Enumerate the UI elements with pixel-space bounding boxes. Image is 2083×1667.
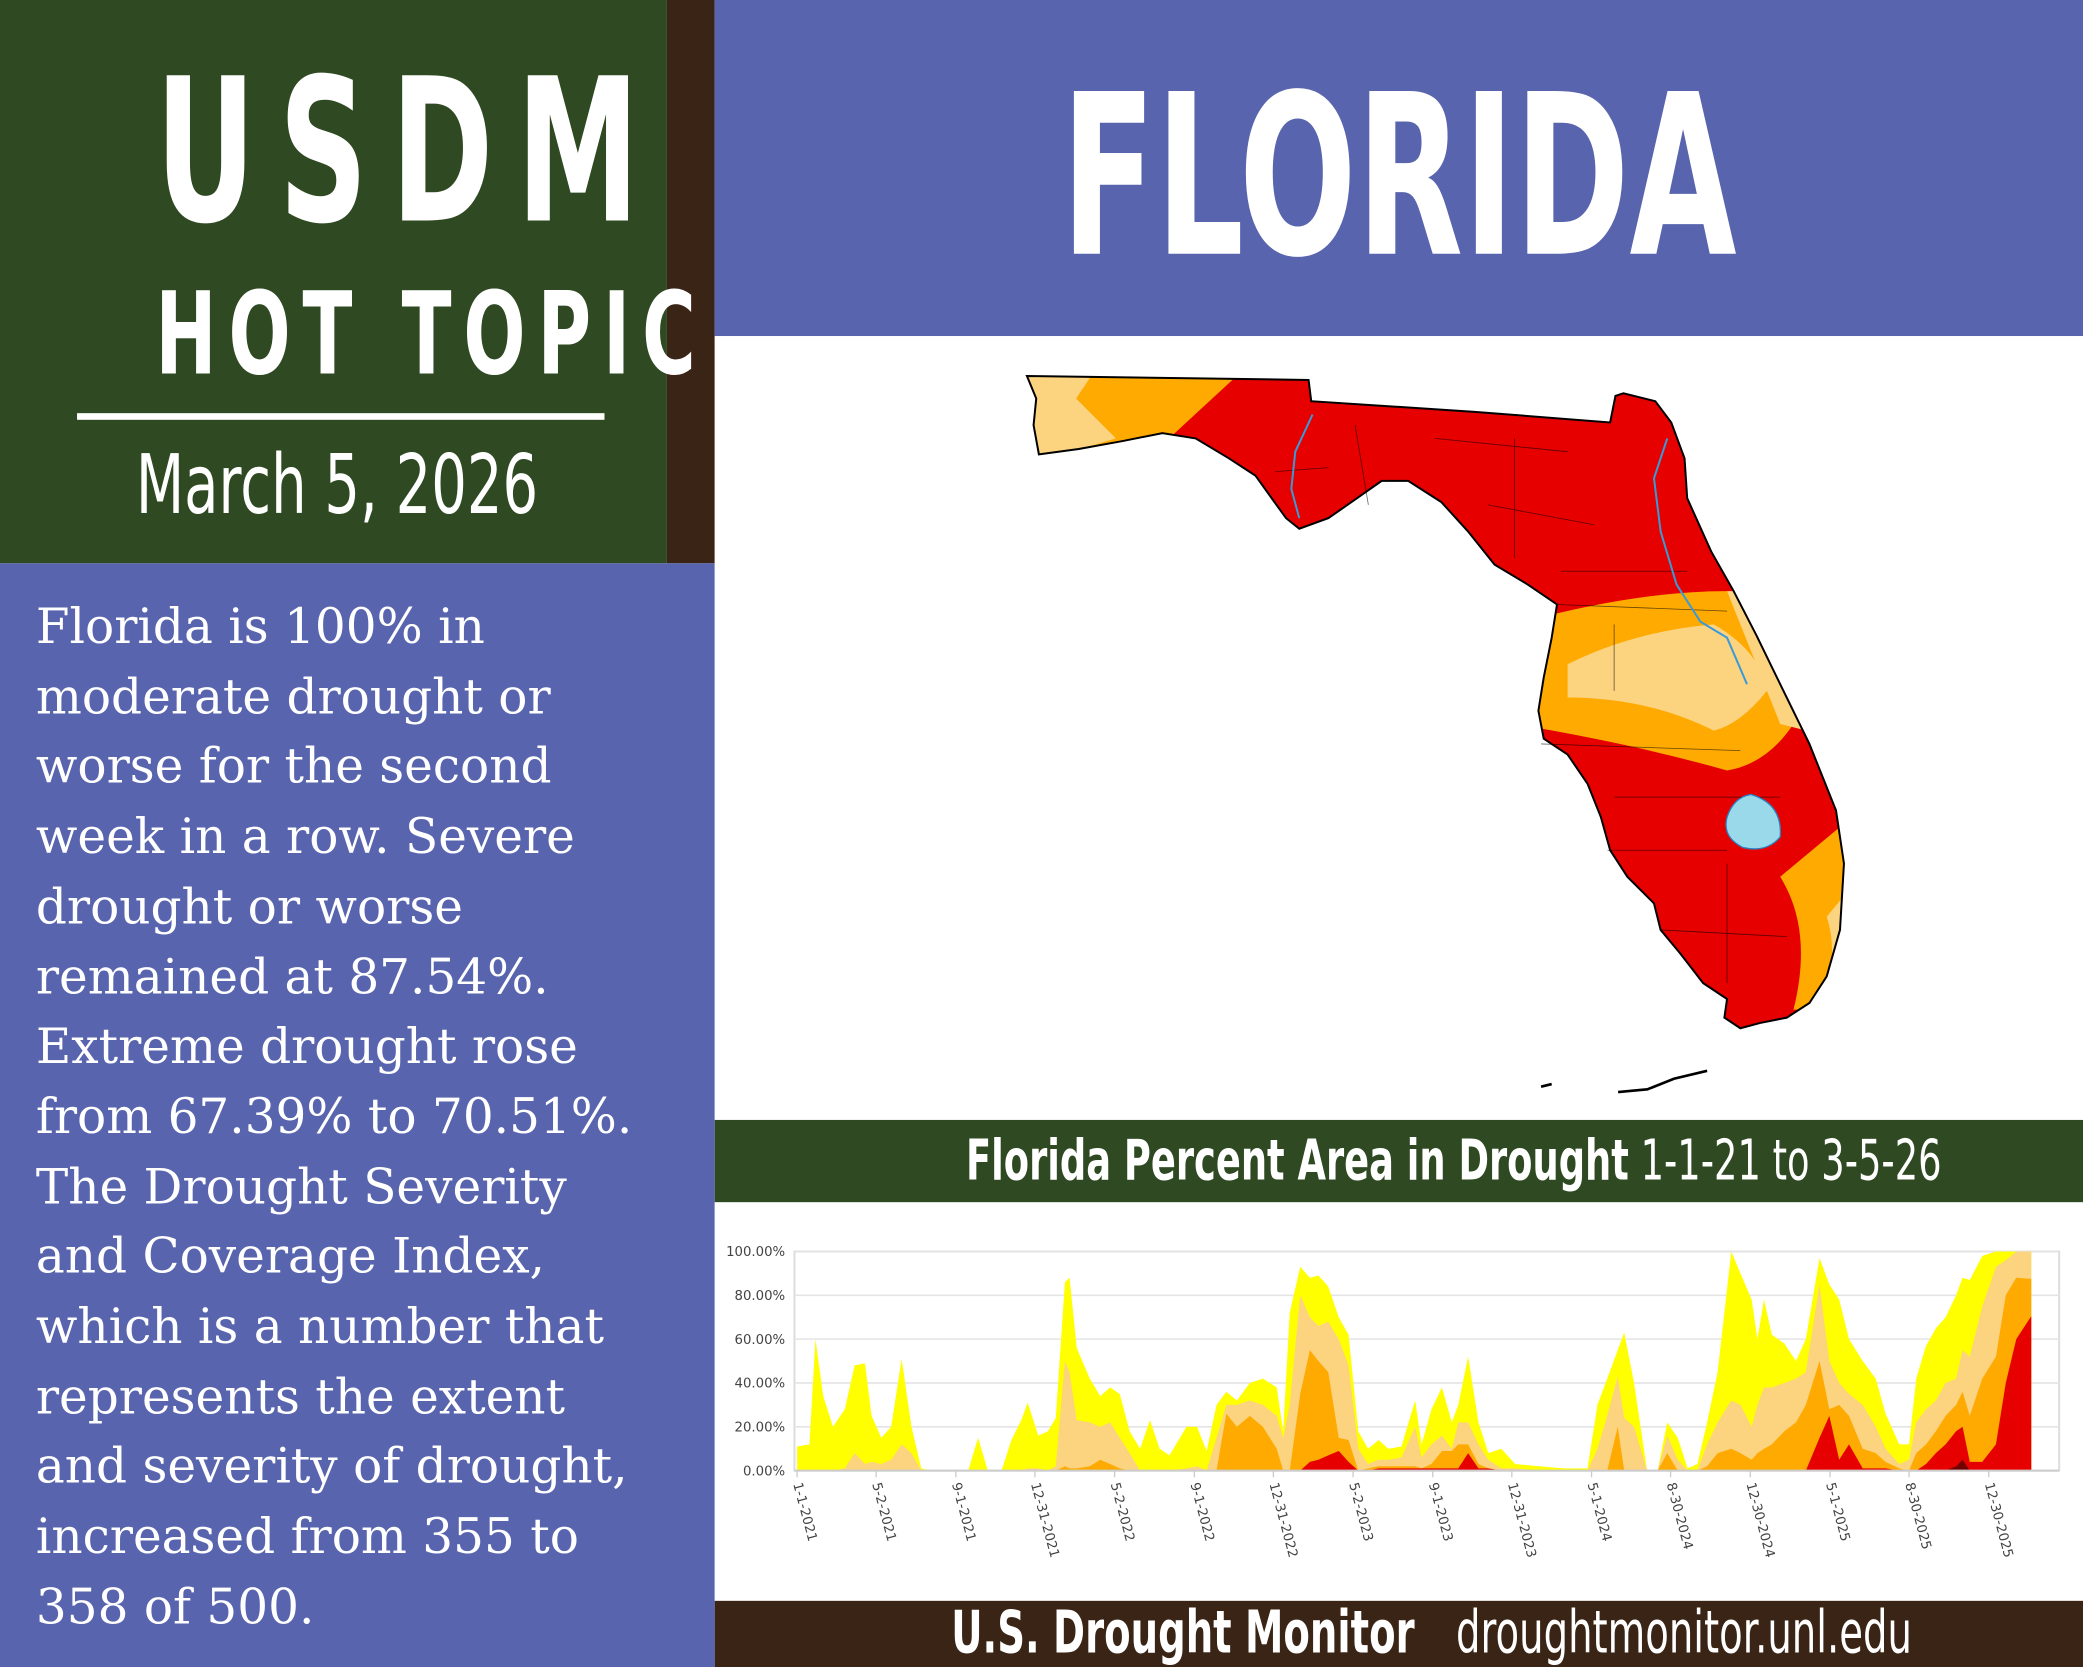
footer-url[interactable]: droughtmonitor.unl.edu	[1456, 1599, 1912, 1667]
summary-line: increased from 355 to	[35, 1508, 579, 1566]
state-header	[714, 0, 2083, 337]
chart-title: Florida Percent Area in Drought	[966, 1127, 1629, 1193]
drought-map	[714, 336, 2083, 1120]
footer-brand: U.S. Drought Monitor	[951, 1599, 1415, 1667]
y-tick-label: 0.00%	[743, 1464, 785, 1479]
usdm-title: USDM	[0, 53, 667, 252]
x-tick-label: 5-2-2022	[1107, 1481, 1137, 1543]
x-tick-label: 12-30-2024	[1742, 1481, 1776, 1559]
chart-date-range: 1-1-21 to 3-5-26	[1628, 1127, 1942, 1193]
state-title: FLORIDA	[715, 64, 2083, 290]
zone-d3	[1026, 375, 1844, 1029]
chart-series	[797, 1251, 2032, 1471]
hot-topic-text: HOT TOPIC	[155, 268, 708, 402]
summary-line: and Coverage Index,	[35, 1227, 545, 1286]
county-lines	[1275, 425, 1787, 984]
florida-keys	[1540, 1069, 1708, 1094]
zone-d1-panhandle	[1026, 375, 1116, 459]
summary-line: and severity of drought,	[35, 1438, 628, 1496]
y-tick-label: 40.00%	[735, 1377, 786, 1392]
summary-line: The Drought Severity	[35, 1157, 567, 1216]
summary-line: remained at 87.54%.	[35, 947, 549, 1006]
x-tick-label: 9-1-2022	[1186, 1481, 1216, 1543]
summary-line: represents the extent	[35, 1368, 566, 1426]
title-panel	[0, 0, 667, 564]
x-tick-label: 8-30-2025	[1901, 1481, 1933, 1551]
drought-area-chart: 0.00% 20.00% 40.00% 60.00% 80.00% 100.00% 1-1-…	[726, 1245, 2061, 1559]
footer: U.S. Drought Monitor droughtmonitor.unl.…	[714, 1599, 2083, 1667]
summary-line: Florida is 100% in	[35, 597, 485, 655]
lake-okeechobee	[1725, 793, 1781, 850]
area-d1	[797, 1251, 2032, 1471]
x-tick-label: 1-1-2021	[789, 1481, 819, 1543]
summary-line: 358 of 500.	[35, 1578, 315, 1636]
x-tick-label: 12-31-2022	[1266, 1481, 1300, 1559]
hot-topic-title: HOT TOPIC	[0, 275, 695, 395]
chart-area: 0.00% 20.00% 40.00% 60.00% 80.00% 100.00% 1-1-…	[714, 1202, 2083, 1601]
y-tick-label: 80.00%	[735, 1289, 786, 1304]
x-tick-label: 5-2-2023	[1345, 1481, 1375, 1543]
issue-date: March 5, 2026	[0, 438, 675, 531]
florida-map-svg	[1025, 374, 1845, 1094]
drought-zones	[1026, 375, 1844, 1029]
usdm-title-text: USDM	[155, 37, 663, 269]
issue-date-text: March 5, 2026	[136, 435, 539, 533]
chart-title-bar: Florida Percent Area in Drought 1-1-21 t…	[714, 1119, 2083, 1203]
summary-text: Florida is 100% in moderate drought or wor…	[36, 593, 700, 1643]
rivers	[1290, 414, 1748, 685]
x-tick-label: 8-30-2024	[1663, 1481, 1695, 1551]
summary-panel	[0, 563, 715, 1667]
summary-line: which is a number that	[35, 1297, 604, 1356]
x-tick-label: 12-30-2025	[1981, 1481, 2015, 1559]
x-tick-label: 9-1-2021	[948, 1481, 978, 1543]
summary-line: from 67.39% to 70.51%.	[35, 1087, 633, 1146]
x-tick-label: 5-1-2024	[1584, 1481, 1614, 1543]
decorative-strip	[666, 0, 715, 564]
state-title-text: FLORIDA	[1061, 46, 1737, 307]
x-tick-label: 12-31-2023	[1504, 1481, 1538, 1559]
summary-line: worse for the second	[35, 737, 552, 795]
summary-line: moderate drought or	[35, 667, 551, 725]
summary-line: Extreme drought rose	[35, 1017, 578, 1076]
y-tick-label: 100.00%	[726, 1245, 785, 1260]
x-tick-label: 5-2-2021	[868, 1481, 898, 1543]
x-tick-label: 5-1-2025	[1822, 1481, 1852, 1543]
zone-d1-central	[1567, 624, 1767, 731]
summary-line: drought or worse	[35, 877, 463, 936]
summary-line: week in a row. Severe	[35, 807, 575, 865]
y-tick-label: 20.00%	[735, 1420, 786, 1435]
title-divider	[77, 413, 605, 420]
y-tick-label: 60.00%	[735, 1333, 786, 1348]
x-tick-label: 9-1-2023	[1425, 1481, 1455, 1543]
x-tick-label: 12-31-2021	[1027, 1481, 1061, 1559]
